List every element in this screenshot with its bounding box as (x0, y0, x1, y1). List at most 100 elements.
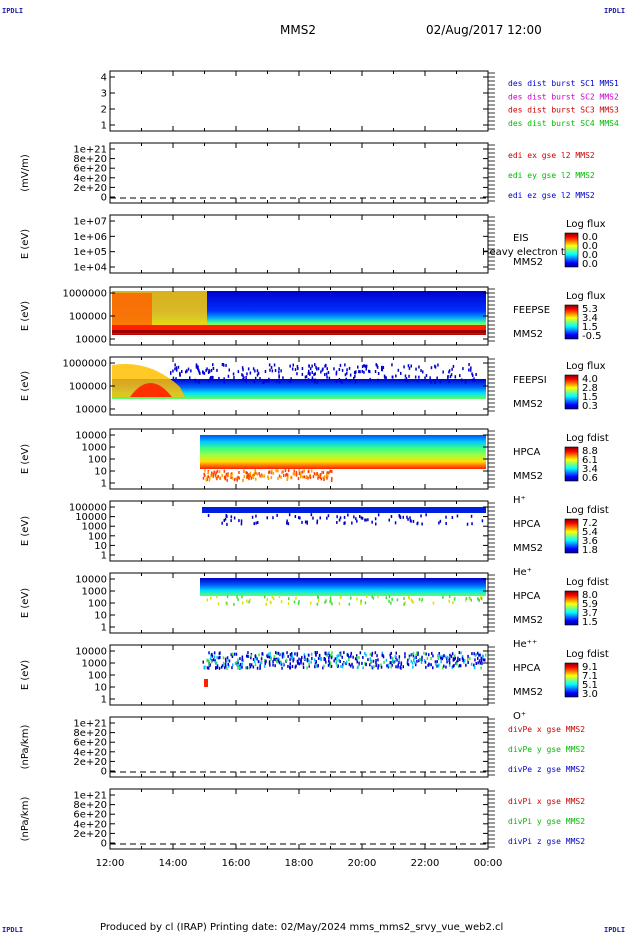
colorbar (564, 232, 579, 268)
hpca-h-low-energy-pixel (252, 473, 254, 477)
hpca-o-pixel (427, 663, 429, 667)
hpca-h-low-energy-pixel (284, 469, 287, 473)
hpca-hepp-sparse-pixel (265, 602, 267, 606)
hpca-hepp-sparse-pixel (266, 598, 269, 602)
feepsi-sparse-pixel (311, 364, 313, 368)
x-tick-label: 12:00 (96, 858, 125, 869)
legend-entry: des dist burst SC3 MMS3 (508, 106, 619, 115)
hpca-o-pixel (272, 660, 274, 664)
hpca-o-pixel (342, 661, 345, 665)
hpca-hepp-sparse-pixel (248, 600, 250, 604)
y-axis-label: (mV/m) (20, 154, 31, 192)
hpca-o-pixel (259, 666, 261, 670)
divpi-frame (109, 788, 489, 850)
hpca-o-pixel (434, 660, 437, 664)
hpca-h-low-energy-pixel (215, 471, 217, 475)
hpca-o-pixel (215, 661, 218, 665)
y-axis-label: E (eV) (20, 301, 31, 331)
hpca-h-low-energy-pixel (327, 474, 329, 478)
hpca-o-pixel (237, 663, 239, 667)
hpca-o-pixel (224, 663, 227, 666)
hpca-o-pixel (292, 659, 294, 663)
hpca-he-sparse-pixel (481, 519, 484, 523)
hpca-o-pixel (359, 651, 362, 655)
hpca-o-pixel (423, 651, 425, 655)
hpca-h-low-energy-pixel (285, 473, 287, 477)
hpca-o-pixel (326, 653, 328, 657)
hpca-o-pixel (249, 663, 251, 667)
panel-overlay-label: Heavy electron to (482, 247, 571, 258)
hpca-he-sparse-pixel (402, 515, 404, 519)
hpca-o-pixel (212, 658, 215, 662)
feepsi-sparse-pixel (335, 380, 338, 383)
hpca-o-pixel (452, 658, 455, 662)
hpca-h-low-energy-pixel (331, 477, 333, 480)
hpca-h-low-energy-pixel (213, 470, 216, 474)
hpca-o-pixel (350, 654, 352, 658)
hpca-o-pixel (412, 665, 414, 669)
hpca-o-pixel (484, 653, 487, 657)
legend-entry: divPe z gse MMS2 (508, 765, 585, 774)
hpca-o-pixel (319, 656, 321, 660)
hpca-o-pixel (415, 654, 417, 658)
hpca-o-pixel (237, 658, 239, 662)
hpca-o-pixel (206, 666, 209, 670)
feepsi-sparse-pixel (232, 372, 235, 376)
hpca-h-low-energy-pixel (250, 476, 253, 480)
hpca-o-pixel (349, 664, 352, 668)
hpca-he-sparse-pixel (339, 516, 342, 520)
hpca-h-low-energy-pixel (235, 477, 237, 481)
hpca-hepp-sparse-pixel (410, 598, 413, 602)
hpca-he-sparse-pixel (240, 522, 243, 526)
hpca-o-pixel (392, 656, 394, 660)
y-tick-label: 2 (101, 105, 107, 116)
hpca-he-sparse-pixel (374, 517, 377, 521)
feepsi-sparse-pixel (177, 365, 180, 369)
hpca-he-sparse-pixel (316, 519, 319, 523)
eis-frame (109, 214, 489, 274)
hpca-o-pixel (383, 660, 385, 664)
feepsi-sparse-pixel (257, 371, 260, 375)
hpca-h-low-energy-pixel (310, 469, 313, 473)
hpca-o-pixel (264, 661, 266, 665)
feepsi-sparse-pixel (301, 372, 304, 376)
hpca-o-pixel (339, 653, 341, 657)
hpca-o-pixel (285, 658, 288, 662)
colorbar-title: Log fdist (566, 505, 609, 516)
colorbar-title: Log fdist (566, 577, 609, 588)
hpca-hepp-sparse-pixel (297, 602, 300, 606)
feepsi-sparse-pixel (328, 376, 331, 380)
hpca-he-sparse-pixel (336, 521, 338, 524)
hpca-hepp-sparse-pixel (356, 597, 358, 601)
hpca-o-pixel (240, 666, 242, 670)
hpca-o-pixel (218, 652, 221, 656)
hpca-o-pixel (280, 661, 282, 665)
hpca-o-pixel (397, 665, 399, 669)
hpca-hepp-sparse-pixel (340, 595, 342, 599)
hpca-he-sparse-pixel (304, 520, 307, 524)
hpca-o-pixel (457, 656, 459, 660)
hpca-o-pixel (258, 653, 260, 657)
feepsi-sparse-pixel (246, 372, 248, 376)
hpca-h-low-energy-pixel (261, 474, 263, 478)
hpca-o-pixel (316, 651, 318, 654)
legend-entry: divPi z gse MMS2 (508, 837, 585, 846)
hpca-o-pixel (325, 651, 327, 655)
feepsi-sparse-pixel (210, 376, 212, 380)
hpca-he-sparse-pixel (359, 515, 361, 518)
hpca-h-low-energy-pixel (230, 476, 232, 479)
hpca-h-low-energy-pixel (227, 473, 230, 477)
hpca-hepp-sparse-pixel (316, 602, 319, 606)
hpca-o-pixel (352, 665, 354, 669)
hpca-o-pixel (483, 658, 485, 662)
feepsi-sparse-pixel (442, 370, 444, 374)
hpca-o-pixel (456, 660, 458, 664)
feepsi-sparse-pixel (225, 363, 227, 367)
colorbar (564, 518, 579, 554)
plot-date: 02/Aug/2017 12:00 (426, 23, 542, 37)
hpca-o-pixel (317, 664, 319, 668)
hpca-o-pixel (380, 665, 383, 669)
hpca-hepp-sparse-pixel (412, 600, 414, 604)
hpca-o-pixel (455, 661, 457, 665)
feepsi-sparse-pixel (245, 380, 247, 384)
